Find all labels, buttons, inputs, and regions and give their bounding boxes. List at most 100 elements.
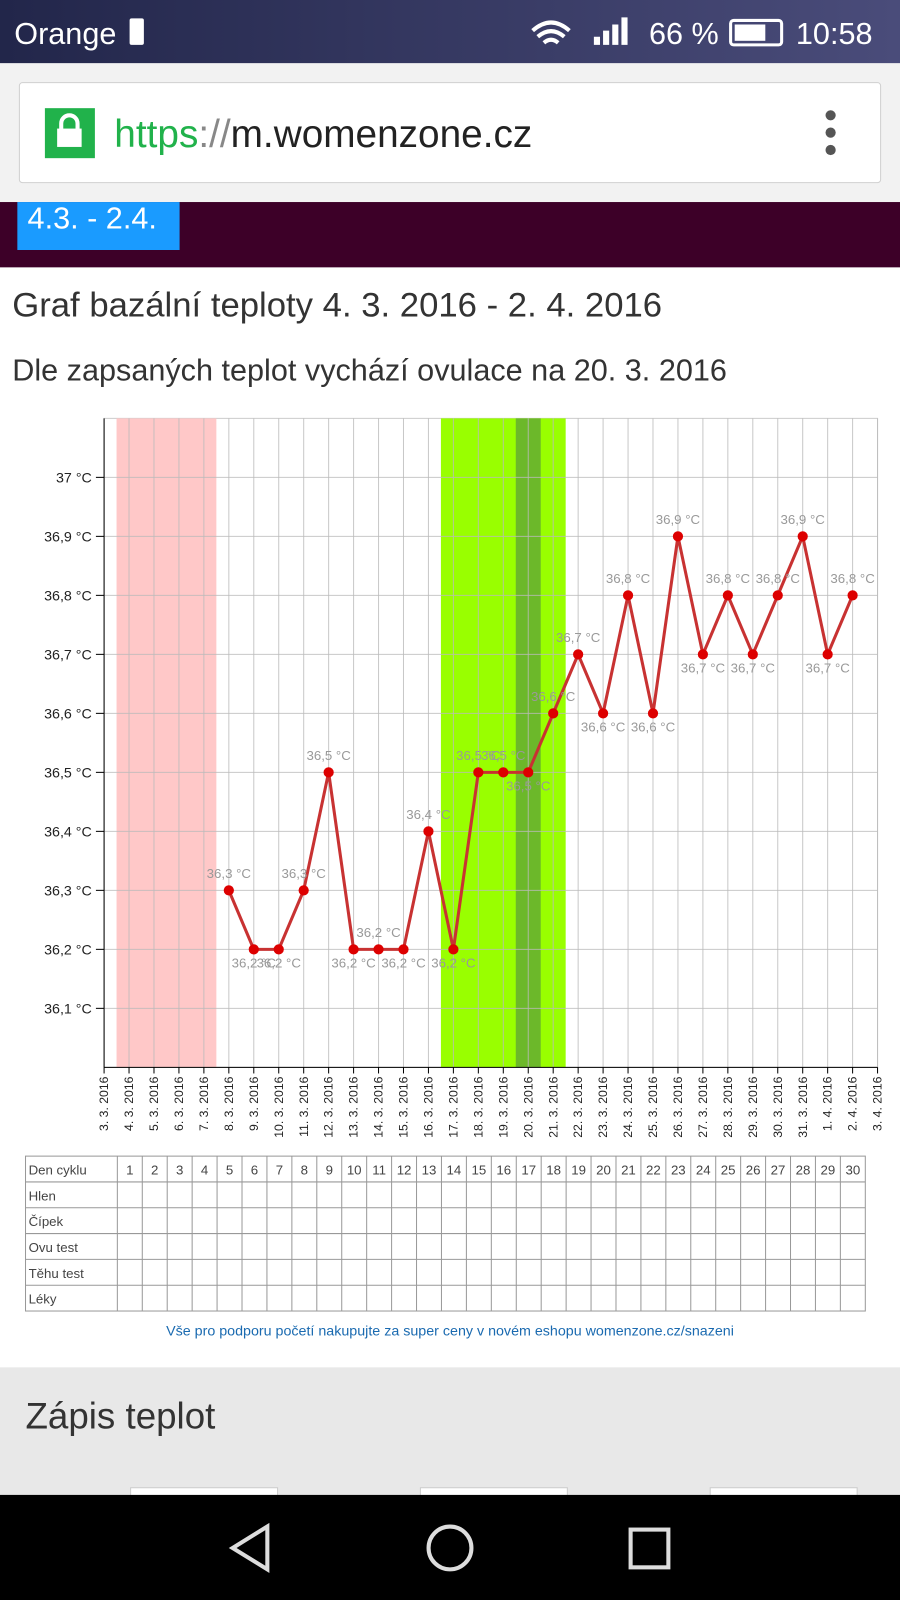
- page-subtitle: Dle zapsaných teplot vychází ovulace na …: [12, 354, 727, 388]
- menu-button[interactable]: [825, 110, 836, 156]
- day-number: 27: [771, 1162, 786, 1177]
- data-label: 36,2 °C: [232, 956, 277, 971]
- signal-icon: [593, 17, 628, 45]
- x-tick-label: 12. 3. 2016: [322, 1076, 336, 1137]
- tab[interactable]: [17, 202, 180, 250]
- x-tick-label: 8. 3. 2016: [222, 1076, 236, 1131]
- data-label: 36,8 °C: [830, 571, 875, 586]
- x-tick-label: 30. 3. 2016: [771, 1076, 785, 1137]
- recents-button[interactable]: [628, 1527, 671, 1570]
- day-number: 17: [521, 1162, 536, 1177]
- y-tick-label: 36,5 °C: [44, 765, 92, 781]
- x-tick-label: 9. 3. 2016: [247, 1076, 261, 1131]
- data-point: [647, 708, 659, 719]
- data-point: [847, 590, 858, 601]
- temperature-line: [227, 531, 855, 951]
- clock: 10:58: [796, 17, 873, 51]
- data-label: 36,4 °C: [406, 807, 451, 822]
- data-point: [747, 649, 758, 660]
- data-label: 36,9 °C: [656, 512, 701, 527]
- day-number: 25: [721, 1162, 736, 1177]
- url: https://m.womenzone.cz: [114, 113, 532, 156]
- y-tick-label: 36,4 °C: [44, 824, 92, 840]
- x-tick-label: 2. 4. 2016: [846, 1076, 860, 1131]
- lock-shackle: [59, 113, 80, 130]
- home-button[interactable]: [426, 1524, 474, 1572]
- section-heading: Zápis teplot: [26, 1396, 216, 1437]
- x-tick-label: 15. 3. 2016: [397, 1076, 411, 1137]
- day-number: 7: [276, 1162, 283, 1177]
- x-tick-label: 4. 3. 2016: [122, 1076, 136, 1131]
- promo-link[interactable]: Vše pro podporu početí nakupujte za supe…: [166, 1324, 734, 1340]
- data-point: [298, 885, 309, 896]
- day-number: 30: [845, 1162, 860, 1177]
- day-number: 9: [326, 1162, 333, 1177]
- row-label: Hlen: [29, 1188, 56, 1203]
- x-tick-label: 27. 3. 2016: [696, 1076, 710, 1137]
- url-bar[interactable]: [18, 82, 882, 184]
- y-tick-label: 37 °C: [56, 470, 92, 486]
- url-host: m.womenzone.cz: [231, 113, 533, 156]
- data-label: 36,7 °C: [731, 661, 776, 676]
- x-tick-label: 24. 3. 2016: [621, 1076, 635, 1137]
- data-point: [597, 708, 609, 719]
- data-label: 36,9 °C: [781, 512, 826, 527]
- y-tick-label: 36,9 °C: [44, 529, 92, 545]
- data-label: 36,7 °C: [805, 661, 850, 676]
- data-point: [772, 590, 783, 601]
- data-point: [423, 826, 434, 837]
- data-label: 36,3 °C: [207, 866, 252, 881]
- data-label: 36,2 °C: [257, 956, 302, 971]
- data-point: [573, 649, 584, 660]
- day-number: 26: [746, 1162, 761, 1177]
- x-tick-label: 13. 3. 2016: [347, 1076, 361, 1137]
- day-number: 23: [671, 1162, 686, 1177]
- y-tick-label: 36,7 °C: [44, 647, 92, 663]
- x-tick-label: 16. 3. 2016: [422, 1076, 436, 1137]
- row-label: Léky: [29, 1292, 57, 1307]
- sim-icon: [129, 18, 144, 45]
- data-point: [672, 531, 684, 542]
- battery-fill: [734, 24, 766, 41]
- data-point: [323, 767, 334, 778]
- data-label: 36,2 °C: [381, 956, 426, 971]
- row-label: Čípek: [29, 1214, 64, 1229]
- x-tick-label: 19. 3. 2016: [496, 1076, 510, 1137]
- battery-level: 66 %: [649, 17, 719, 51]
- battery-icon: [729, 18, 784, 47]
- x-tick-label: 18. 3. 2016: [471, 1076, 485, 1137]
- highlight-band: [116, 418, 217, 1068]
- entry-section: [0, 1367, 900, 1495]
- day-number: 18: [546, 1162, 561, 1177]
- data-point: [223, 885, 234, 896]
- data-point: [622, 590, 634, 601]
- data-point: [498, 767, 509, 778]
- x-tick-label: 31. 3. 2016: [796, 1076, 810, 1137]
- x-tick-label: 22. 3. 2016: [571, 1076, 585, 1137]
- tab-label: 4.3. - 2.4.: [28, 202, 157, 236]
- page-title: Graf bazální teploty 4. 3. 2016 - 2. 4. …: [12, 286, 662, 324]
- data-point: [448, 944, 459, 955]
- data-point: [797, 531, 808, 542]
- day-number: 20: [596, 1162, 611, 1177]
- url-scheme: https: [114, 113, 198, 156]
- day-number: 1: [126, 1162, 133, 1177]
- x-tick-label: 26. 3. 2016: [671, 1076, 685, 1137]
- back-button[interactable]: [228, 1522, 270, 1574]
- data-label: 36,5 °C: [481, 748, 526, 763]
- data-label: 36,2 °C: [331, 956, 376, 971]
- y-tick-label: 36,3 °C: [44, 883, 92, 899]
- day-number: 13: [422, 1162, 437, 1177]
- day-number: 28: [796, 1162, 811, 1177]
- x-tick-label: 23. 3. 2016: [596, 1076, 610, 1137]
- x-tick-label: 20. 3. 2016: [521, 1076, 535, 1137]
- x-tick-label: 6. 3. 2016: [172, 1076, 186, 1131]
- carrier: Orange: [14, 17, 116, 51]
- data-label: 36,8 °C: [606, 571, 651, 586]
- day-number: 19: [571, 1162, 586, 1177]
- day-number: 21: [621, 1162, 636, 1177]
- x-tick-label: 3. 4. 2016: [871, 1076, 885, 1131]
- y-tick-label: 36,8 °C: [44, 588, 92, 604]
- data-label: 36,2 °C: [431, 956, 476, 971]
